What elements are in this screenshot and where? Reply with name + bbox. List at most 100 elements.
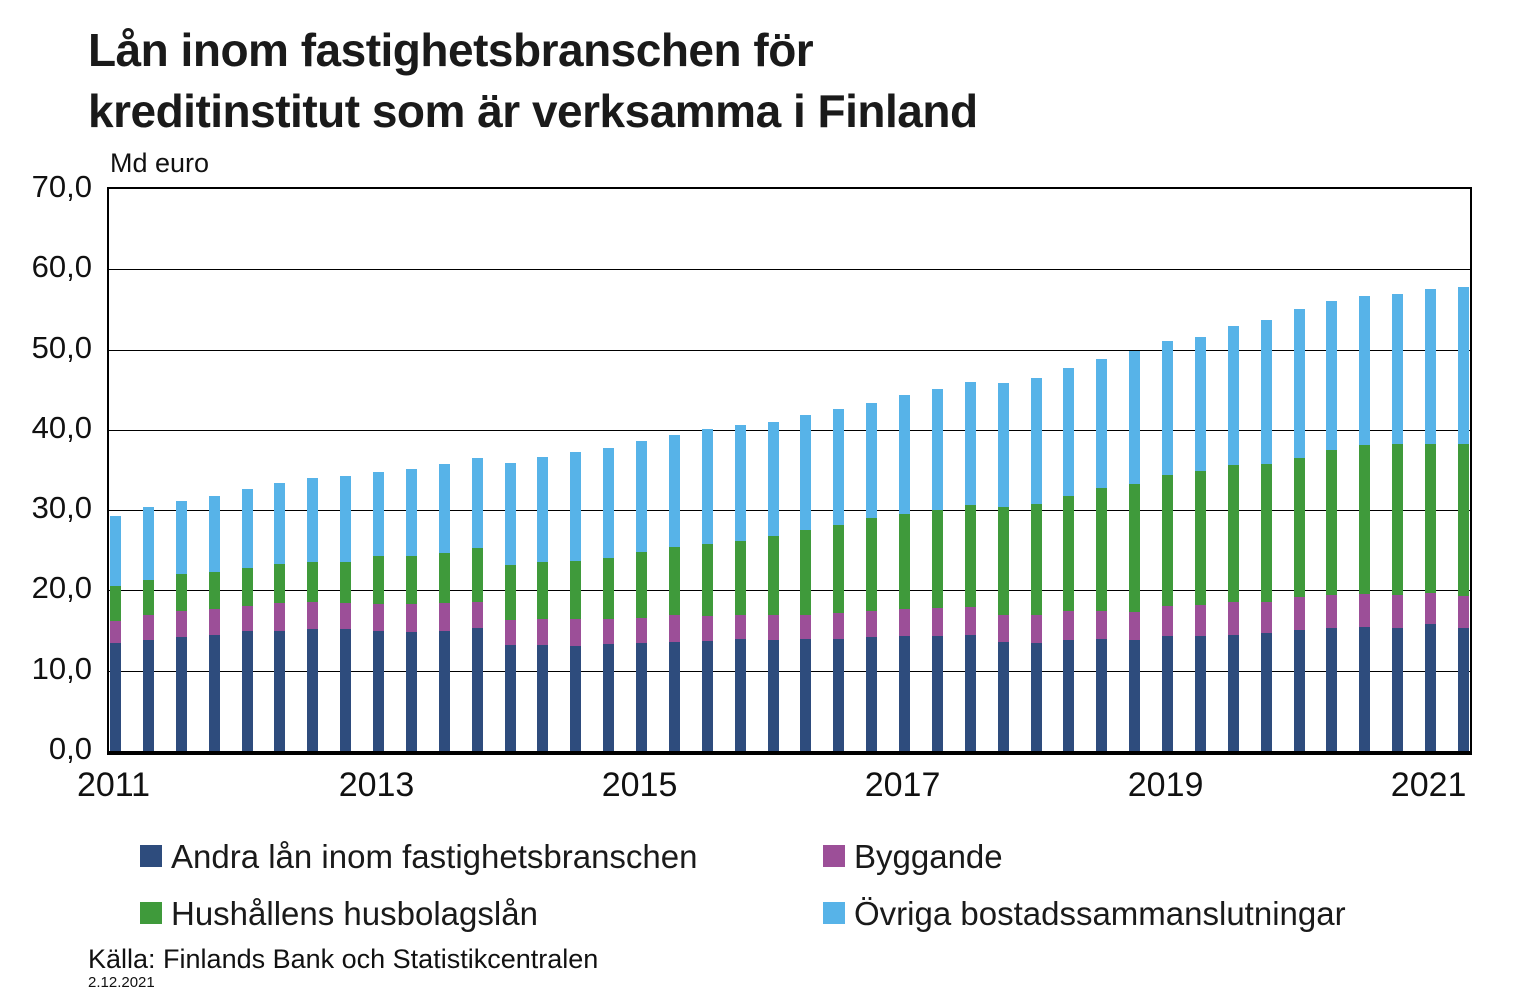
bar-segment [800,414,812,531]
bar-segment [142,614,154,641]
bar-segment [1030,503,1042,616]
bar-segment [931,636,943,751]
stacked-bar [668,434,680,751]
bar-segment [241,631,253,751]
bar-segment [734,425,746,541]
bar-segment [701,429,713,544]
bar-segment [1227,325,1239,466]
stacked-bar [931,388,943,751]
bar-segment [208,634,220,751]
bar-segment [438,552,450,604]
bar-segment [142,580,154,615]
bar-segment [833,638,845,751]
bar-segment [701,616,713,642]
gridline-50 [109,349,1470,351]
stacked-bar [1194,336,1206,751]
legend-label: Andra lån inom fastighetsbranschen [171,838,698,875]
bar-segment [504,620,516,646]
stacked-bar [997,382,1009,751]
bar-segment [1096,610,1108,640]
plot-area [107,187,1472,755]
bar-segment [668,434,680,548]
bar-segment [1129,351,1141,485]
stacked-bar [734,425,746,751]
bar-segment [1458,444,1469,597]
bar-segment [636,617,648,644]
legend-swatch-icon [823,845,845,867]
bar-segment [603,448,615,559]
stacked-bar [570,452,582,751]
bar-segment [340,562,352,604]
bar-segment [504,645,516,751]
bar-segment [866,637,878,751]
bar-segment [1392,628,1404,751]
bar-segment [1425,592,1437,625]
y-tick-label: 50,0 [31,329,92,365]
bar-segment [1129,612,1141,641]
bar-segment [1326,595,1338,629]
bar-segment [1194,336,1206,471]
stacked-bar [701,429,713,751]
bar-segment [1194,636,1206,751]
stacked-bar [1359,295,1371,751]
stacked-bar [800,414,812,751]
bar-segment [636,551,648,618]
bar-segment [405,555,417,605]
bar-segment [997,506,1009,616]
bar-segment [603,619,615,645]
stacked-bar [1129,351,1141,751]
bar-segment [1392,294,1404,445]
legend-item: Andra lån inom fastighetsbranschen [140,838,698,876]
stacked-bar [1063,368,1075,751]
bar-segment [1063,368,1075,496]
bar-segment [307,478,319,563]
chart-title-line2: kreditinstitut som är verksamma i Finlan… [88,84,978,137]
bar-segment [1392,595,1404,629]
bar-segment [866,518,878,611]
bar-segment [537,561,549,619]
bar-segment [1194,470,1206,605]
bar-segment [997,615,1009,642]
bar-segment [570,560,582,620]
legend-label: Hushållens husbolagslån [171,895,538,932]
bar-segment [866,610,878,637]
bar-segment [175,610,187,637]
stacked-bar [833,409,845,751]
bar-segment [1096,359,1108,488]
bar-segment [175,574,187,611]
bar-segment [1162,474,1174,606]
bar-segment [1458,286,1469,445]
bar-segment [1030,642,1042,751]
bar-segment [537,645,549,751]
y-tick-label: 10,0 [31,650,92,686]
stacked-bar [1162,340,1174,751]
y-tick-label: 40,0 [31,409,92,445]
bar-segment [340,476,352,563]
bar-segment [1326,628,1338,751]
bar-segment [1458,628,1469,751]
bar-segment [997,382,1009,507]
gridline-10 [109,670,1470,672]
stacked-bar [964,381,976,751]
bar-segment [1425,443,1437,593]
bar-segment [668,641,680,751]
bar-segment [603,558,615,620]
bar-segment [1162,605,1174,637]
bar-segment [1326,449,1338,596]
bar-segment [405,632,417,751]
bar-segment [636,441,648,552]
bar-segment [175,637,187,751]
legend-swatch-icon [140,902,162,924]
bar-segment [899,514,911,609]
bar-segment [504,564,516,621]
bar-segment [471,628,483,751]
bar-segment [668,547,680,616]
stacked-bar [1392,294,1404,751]
stacked-bar [340,476,352,751]
bar-segment [1227,602,1239,635]
x-tick-label: 2011 [76,766,151,804]
bar-segment [1359,445,1371,595]
y-axis-unit-label: Md euro [110,148,210,178]
bar-segment [1030,377,1042,504]
bar-segment [1194,604,1206,637]
